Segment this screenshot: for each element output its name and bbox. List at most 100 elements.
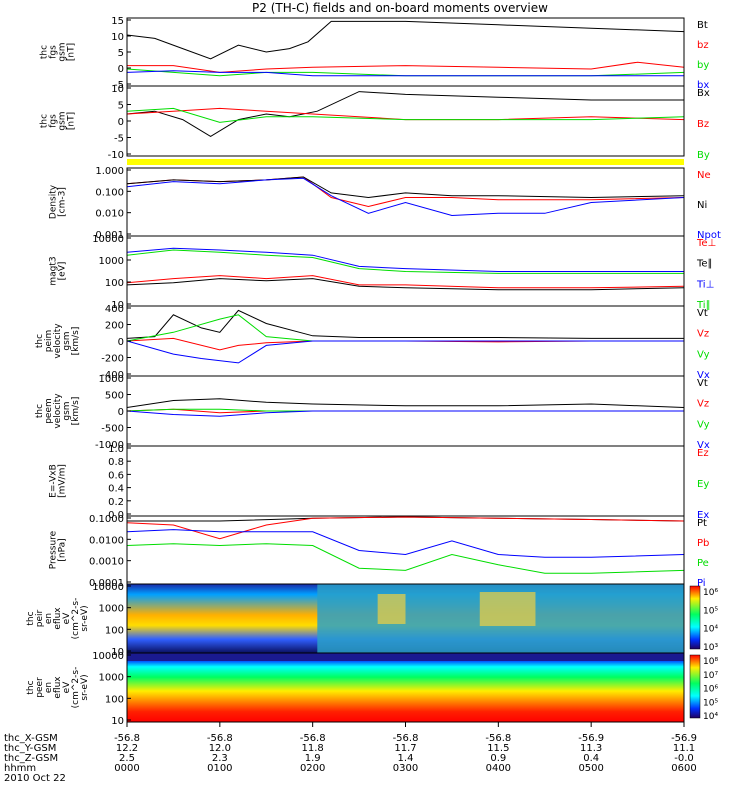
axis-value: -56.8	[207, 733, 233, 744]
colorbar	[689, 654, 701, 719]
y-tick-label: -500	[101, 424, 124, 435]
y-tick-label: 10	[111, 300, 124, 311]
panel-6: Vt Vz Vy Vx 1000 500 0 -500 -1000 thc peem velocity…	[35, 374, 710, 451]
y-axis-label: gsm	[58, 111, 68, 130]
y-tick-label: 0.0100	[89, 535, 124, 546]
legend-vx: Vx	[697, 440, 710, 451]
y-axis-label: [eV]	[58, 262, 68, 281]
legend-te⊥: Te⊥	[696, 238, 716, 249]
y-tick-label: 0.0001	[89, 578, 124, 589]
colorbar-label: 10⁷	[703, 671, 718, 681]
axis-value: 2.3	[212, 753, 228, 764]
y-axis-label: (cm^2-s-	[71, 598, 81, 640]
colorbar-label: 10⁸	[703, 657, 718, 667]
series-line-by	[126, 107, 685, 123]
y-axis-label: gsm	[58, 42, 68, 61]
colorbar-label: 10⁶	[703, 588, 718, 598]
y-axis-label: fgs	[49, 114, 59, 128]
series-line-npot	[126, 177, 685, 217]
series-line-bt	[126, 20, 685, 60]
axis-value: -56.8	[300, 733, 326, 744]
y-axis-label: sr-eV)	[80, 605, 90, 631]
axis-value: 1.4	[398, 753, 414, 764]
legend-bz: Bz	[697, 119, 709, 130]
legend-bx: bx	[697, 80, 709, 91]
y-axis-label: Density	[49, 184, 59, 219]
y-tick-label: 10000	[92, 651, 124, 662]
colorbar-label: 10⁶	[703, 685, 718, 695]
y-tick-label: 10	[111, 32, 124, 43]
y-tick-label: 0.8	[108, 457, 124, 468]
legend-pe: Pe	[697, 558, 709, 569]
y-tick-label: 1.000	[95, 166, 124, 177]
panel-frame	[126, 515, 685, 585]
colorbar-label: 10⁴	[703, 625, 718, 635]
axis-value: -56.9	[578, 733, 604, 744]
y-tick-label: 0.100	[95, 187, 124, 198]
axis-value: 0600	[671, 763, 696, 774]
axis-value: 1.9	[305, 753, 321, 764]
legend-by: By	[697, 150, 710, 161]
y-tick-label: 0.001	[95, 230, 124, 241]
y-axis-label: E=-VxB	[49, 464, 59, 498]
row-label: thc_X-GSM	[4, 733, 58, 744]
y-tick-label: 0	[118, 407, 124, 418]
y-tick-label: 5	[118, 101, 124, 112]
y-tick-label: 15	[111, 16, 124, 27]
legend-ti⊥: Ti⊥	[696, 279, 714, 290]
axis-value: 11.3	[580, 743, 602, 754]
y-tick-label: 0.0010	[89, 557, 124, 568]
y-tick-label: 1000	[99, 604, 124, 615]
y-axis-label: peer	[35, 677, 45, 698]
axis-value: 11.5	[487, 743, 509, 754]
y-tick-label: -5	[114, 80, 124, 91]
series-line-bx	[126, 91, 684, 137]
series-line-ti∥	[126, 249, 684, 274]
axis-value: -0.0	[674, 753, 694, 764]
legend-ez: Ez	[697, 448, 709, 459]
axis-value: 0000	[114, 763, 139, 774]
y-axis-label: peir	[35, 609, 45, 627]
series-line-bz	[126, 107, 685, 121]
y-axis-label: eflux	[53, 676, 63, 699]
legend-pt: Pt	[697, 518, 707, 529]
axis-value: 0200	[300, 763, 325, 774]
y-tick-label: 0.6	[108, 470, 124, 481]
y-axis-label: [km/s]	[71, 397, 81, 426]
series-line-ti⊥	[126, 247, 684, 272]
axis-value: -56.9	[671, 733, 697, 744]
legend-ex: Ex	[697, 510, 709, 521]
colorbar	[689, 585, 701, 650]
plot-title: P2 (TH-C) fields and on-board moments ov…	[252, 1, 548, 15]
panel-3: Ne Ni Npot 1.000 0.100 0.010 0.001 Density [cm-3…	[49, 166, 721, 241]
panel-4: Te⊥ Te∥ Ti⊥ Ti∥ 10000 1000 100 10 magt3 [eV]	[49, 234, 717, 311]
y-tick-label: 0	[118, 117, 124, 128]
axis-value: 0400	[486, 763, 511, 774]
y-axis-label: eV	[62, 612, 72, 625]
y-tick-label: 500	[105, 391, 124, 402]
y-tick-label: 0.4	[108, 484, 124, 495]
y-tick-label: -400	[101, 370, 124, 381]
series-line-vx	[126, 340, 684, 364]
legend-bt: Bt	[697, 20, 708, 31]
axis-value: 11.1	[673, 743, 695, 754]
row-label: thc_Y-GSM	[4, 743, 56, 754]
y-axis-label: thc	[40, 45, 50, 59]
series-line-vx	[126, 410, 684, 417]
y-tick-label: 10	[111, 647, 124, 658]
y-tick-label: 0.010	[95, 209, 124, 220]
legend-vt: Vt	[697, 308, 708, 319]
y-tick-label: -10	[108, 150, 124, 161]
legend-pb: Pb	[697, 538, 709, 549]
panel-8: Pt Pb Pe Pi 0.1000 0.0100 0.0010 0.0001 Pressure…	[49, 514, 710, 589]
y-tick-label: 0.0	[108, 510, 124, 521]
y-axis-label: Pressure	[49, 530, 59, 569]
y-tick-label: 10000	[92, 582, 124, 593]
y-axis-label: en	[44, 682, 54, 693]
spectrogram-image	[127, 653, 684, 722]
y-tick-label: 200	[105, 321, 124, 332]
legend-bx: Bx	[697, 88, 710, 99]
y-axis-label: gsm	[62, 401, 72, 420]
colorbar-label: 10⁴	[703, 712, 718, 722]
